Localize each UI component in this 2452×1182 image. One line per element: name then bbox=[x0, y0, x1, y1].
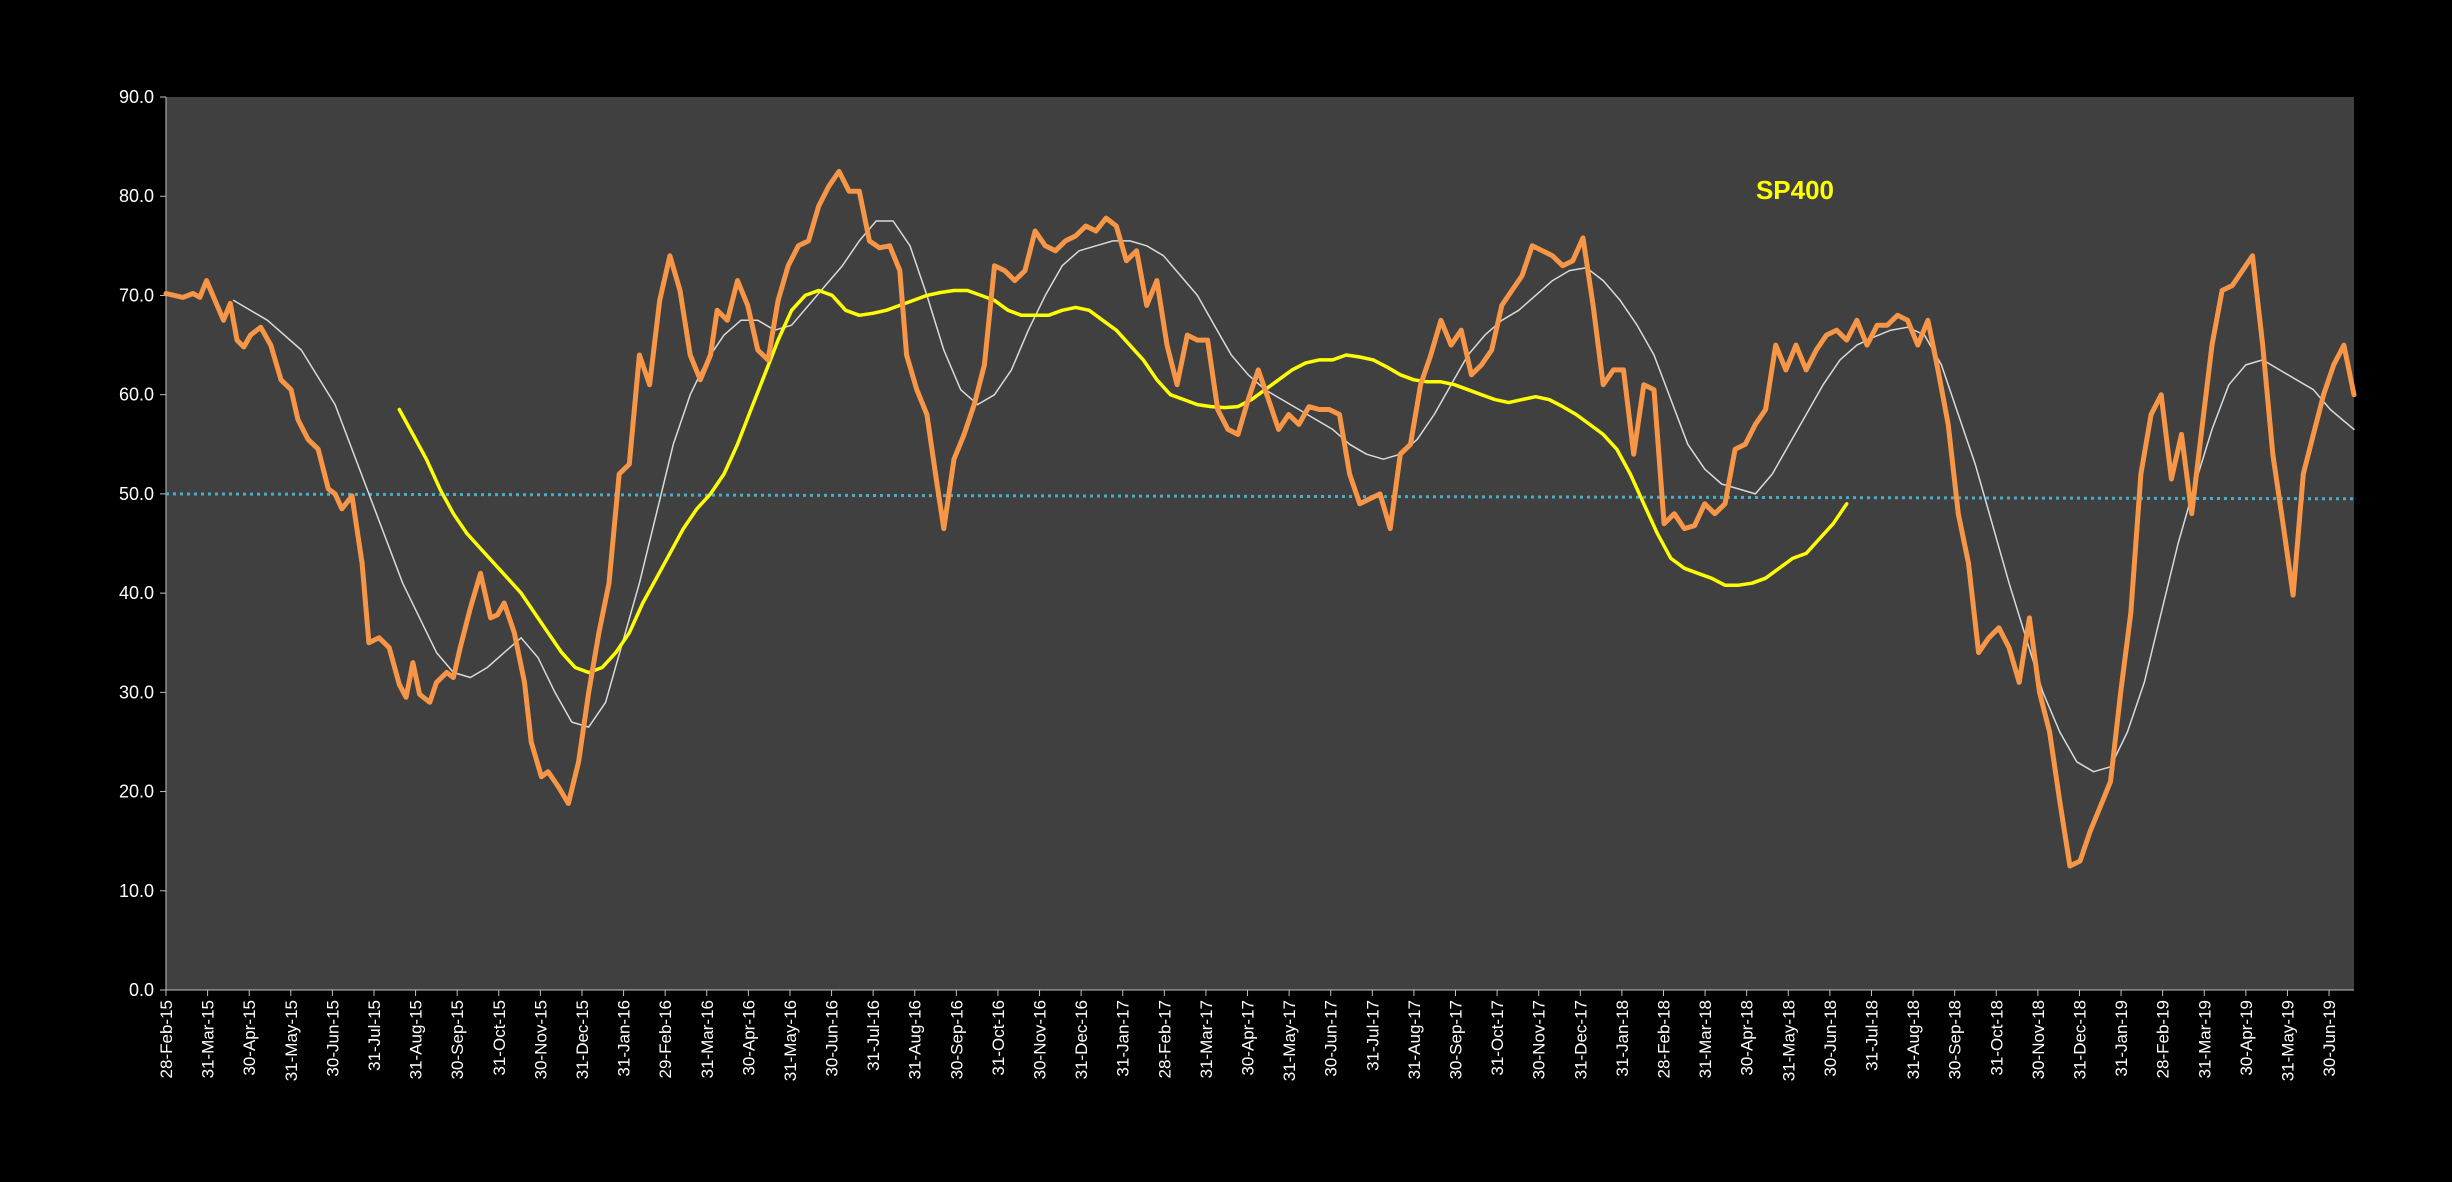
x-tick-label: 31-Aug-15 bbox=[407, 1000, 426, 1079]
series-line-sp400 bbox=[163, 168, 2357, 869]
x-tick-label: 31-Dec-18 bbox=[2070, 1000, 2089, 1079]
x-tick-label: 28-Feb-19 bbox=[2154, 1000, 2173, 1078]
y-tick-label: 50.0 bbox=[119, 484, 154, 504]
series-line-long-average bbox=[397, 288, 1849, 675]
x-tick-label: 30-Sep-17 bbox=[1447, 1000, 1466, 1079]
x-tick-label: 31-Oct-15 bbox=[490, 1000, 509, 1076]
x-tick-label: 30-Jun-15 bbox=[323, 1000, 342, 1077]
x-tick-label: 31-Dec-16 bbox=[1072, 1000, 1091, 1079]
y-tick-label: 80.0 bbox=[119, 186, 154, 206]
x-tick-label: 31-May-17 bbox=[1280, 1000, 1299, 1081]
x-tick-label: 28-Feb-17 bbox=[1155, 1000, 1174, 1078]
x-tick-label: 30-Nov-17 bbox=[1530, 1000, 1549, 1079]
x-tick-label: 30-Sep-18 bbox=[1946, 1000, 1965, 1079]
x-tick-label: 30-Sep-15 bbox=[448, 1000, 467, 1079]
x-tick-label: 30-Apr-18 bbox=[1738, 1000, 1757, 1076]
x-tick-label: 31-Dec-17 bbox=[1571, 1000, 1590, 1079]
x-tick-label: 31-Mar-15 bbox=[199, 1000, 218, 1078]
x-tick-label: 30-Jun-18 bbox=[1821, 1000, 1840, 1077]
y-tick-label: 30.0 bbox=[119, 682, 154, 702]
plot-area bbox=[166, 97, 2354, 990]
x-tick-label: 31-Jul-15 bbox=[365, 1000, 384, 1071]
x-tick-label: 31-Mar-16 bbox=[698, 1000, 717, 1078]
x-tick-label: 31-Jan-19 bbox=[2112, 1000, 2131, 1077]
x-tick-label: 30-Apr-19 bbox=[2237, 1000, 2256, 1076]
x-tick-label: 28-Feb-15 bbox=[157, 1000, 176, 1078]
y-tick-label: 10.0 bbox=[119, 881, 154, 901]
x-tick-label: 31-Oct-17 bbox=[1488, 1000, 1507, 1076]
x-tick-label: 30-Apr-16 bbox=[739, 1000, 758, 1076]
x-tick-label: 30-Jun-16 bbox=[823, 1000, 842, 1077]
x-tick-label: 31-May-19 bbox=[2278, 1000, 2297, 1081]
x-tick-label: 31-Jan-17 bbox=[1114, 1000, 1133, 1077]
y-tick-label: 40.0 bbox=[119, 583, 154, 603]
x-tick-label: 31-May-16 bbox=[781, 1000, 800, 1081]
y-axis: 0.0 10.0 20.0 30.0 40.0 50.0 60.0 70.0 80.0 90.0 bbox=[119, 87, 167, 1000]
chart-title: SP400 bbox=[1756, 175, 1834, 205]
x-tick-label: 31-May-15 bbox=[282, 1000, 301, 1081]
y-tick-label: 0.0 bbox=[129, 980, 154, 1000]
x-tick-label: 30-Jun-19 bbox=[2320, 1000, 2339, 1077]
x-tick-label: 31-Aug-18 bbox=[1904, 1000, 1923, 1079]
x-tick-label: 31-May-18 bbox=[1779, 1000, 1798, 1081]
x-tick-label: 30-Nov-15 bbox=[531, 1000, 550, 1079]
x-tick-label: 30-Jun-17 bbox=[1322, 1000, 1341, 1077]
x-tick-label: 30-Nov-16 bbox=[1031, 1000, 1050, 1079]
x-tick-label: 30-Nov-18 bbox=[2029, 1000, 2048, 1079]
x-tick-label: 31-Jan-16 bbox=[615, 1000, 634, 1077]
x-tick-label: 31-Jul-16 bbox=[864, 1000, 883, 1071]
y-tick-label: 20.0 bbox=[119, 782, 154, 802]
x-tick-label: 31-Dec-15 bbox=[573, 1000, 592, 1079]
x-tick-label: 31-Aug-16 bbox=[906, 1000, 925, 1079]
x-tick-label: 31-Oct-16 bbox=[989, 1000, 1008, 1076]
series-layer bbox=[163, 168, 2357, 869]
x-tick-label: 28-Feb-18 bbox=[1654, 1000, 1673, 1078]
x-tick-label: 30-Apr-17 bbox=[1239, 1000, 1258, 1076]
x-tick-label: 31-Oct-18 bbox=[1987, 1000, 2006, 1076]
x-axis: 28-Feb-15 31-Mar-15 30-Apr-15 31-May-15 30-J… bbox=[157, 989, 2354, 1081]
x-tick-label: 31-Mar-19 bbox=[2195, 1000, 2214, 1078]
x-tick-label: 30-Sep-16 bbox=[947, 1000, 966, 1079]
x-tick-label: 31-Jul-17 bbox=[1363, 1000, 1382, 1071]
x-tick-label: 31-Jan-18 bbox=[1613, 1000, 1632, 1077]
y-tick-label: 90.0 bbox=[119, 87, 154, 107]
x-tick-label: 31-Mar-17 bbox=[1197, 1000, 1216, 1078]
x-tick-label: 31-Jul-18 bbox=[1862, 1000, 1881, 1071]
y-tick-label: 60.0 bbox=[119, 385, 154, 405]
x-tick-label: 31-Mar-18 bbox=[1696, 1000, 1715, 1078]
x-tick-label: 31-Aug-17 bbox=[1405, 1000, 1424, 1079]
series-line-50-level bbox=[165, 492, 2355, 501]
y-tick-label: 70.0 bbox=[119, 285, 154, 305]
x-tick-label: 30-Apr-15 bbox=[240, 1000, 259, 1076]
x-tick-label: 29-Feb-16 bbox=[656, 1000, 675, 1078]
